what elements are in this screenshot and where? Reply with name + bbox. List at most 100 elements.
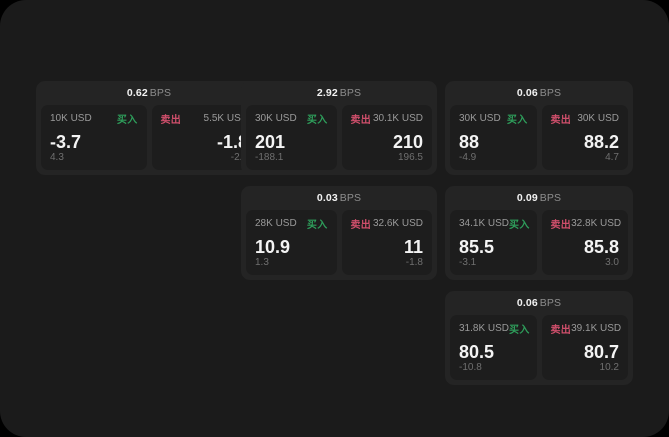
quote-card[interactable]: 0.62 BPS 10K USD 买入 -3.7 4.3 卖出 5.5K USD -1.8 -2.…: [36, 81, 262, 175]
sell-price: 88.2: [583, 132, 619, 152]
sell-panel-header: 卖出 32.8K USD: [550, 217, 622, 231]
sell-tag: 卖出: [350, 220, 372, 231]
bps-unit-label: BPS: [539, 297, 562, 309]
buy-price: 201: [255, 132, 286, 152]
sell-price: 210: [392, 132, 423, 152]
quote-card[interactable]: 0.09 BPS 34.1K USD 买入 85.5 -3.1 卖出 32.8K USD 85.…: [445, 186, 633, 280]
sell-panel[interactable]: 卖出 30.1K USD 210 196.5: [341, 105, 432, 170]
buy-price: 10.9: [255, 237, 291, 257]
bps-unit-label: BPS: [149, 87, 172, 99]
bps-value: 0.62: [126, 87, 148, 99]
card-header: 0.03 BPS: [241, 186, 437, 210]
buy-delta: 4.3: [50, 152, 64, 163]
card-body: 30K USD 买入 201 -188.1 卖出 30.1K USD 210 196.5: [246, 105, 432, 170]
bps-unit-label: BPS: [339, 87, 362, 99]
buy-price: 80.5: [459, 342, 495, 362]
buy-price: -3.7: [50, 132, 82, 152]
card-header: 2.92 BPS: [241, 81, 437, 105]
card-header: 0.06 BPS: [445, 81, 633, 105]
sell-price: 80.7: [583, 342, 619, 362]
buy-tag: 买入: [506, 115, 528, 126]
bps-unit-label: BPS: [339, 192, 362, 204]
quote-card[interactable]: 0.03 BPS 28K USD 买入 10.9 1.3 卖出 32.6K USD 11 -1.8: [241, 186, 437, 280]
buy-delta: -10.8: [459, 362, 482, 373]
sell-tag: 卖出: [550, 220, 572, 231]
bps-value: 2.92: [316, 87, 338, 99]
buy-panel[interactable]: 10K USD 买入 -3.7 4.3: [41, 105, 147, 170]
bps-unit-label: BPS: [539, 192, 562, 204]
buy-price: 88: [459, 132, 480, 152]
buy-delta: -4.9: [459, 152, 477, 163]
buy-size-label: 31.8K USD: [459, 323, 510, 334]
buy-panel-header: 31.8K USD 买入: [459, 322, 530, 336]
sell-price: -1.8: [216, 132, 248, 152]
buy-panel[interactable]: 31.8K USD 买入 80.5 -10.8: [450, 315, 537, 380]
sell-panel-header: 卖出 30.1K USD: [350, 112, 424, 126]
sell-size-label: 32.8K USD: [571, 218, 622, 229]
buy-delta: -188.1: [255, 152, 284, 163]
sell-panel[interactable]: 卖出 32.6K USD 11 -1.8: [341, 210, 432, 275]
buy-tag: 买入: [306, 220, 328, 231]
sell-panel-header: 卖出 30K USD: [550, 112, 620, 126]
sell-panel-header: 卖出 32.6K USD: [350, 217, 424, 231]
sell-delta: -2.6: [230, 152, 248, 163]
buy-panel[interactable]: 30K USD 买入 88 -4.9: [450, 105, 537, 170]
sell-price: 11: [403, 237, 423, 257]
buy-panel[interactable]: 30K USD 买入 201 -188.1: [246, 105, 337, 170]
sell-panel[interactable]: 卖出 30K USD 88.2 4.7: [541, 105, 628, 170]
bps-unit-label: BPS: [539, 87, 562, 99]
sell-tag: 卖出: [550, 325, 572, 336]
sell-size-label: 32.6K USD: [372, 218, 423, 229]
quote-card[interactable]: 0.06 BPS 30K USD 买入 88 -4.9 卖出 30K USD 88.2 4.7: [445, 81, 633, 175]
card-header: 0.06 BPS: [445, 291, 633, 315]
buy-panel[interactable]: 28K USD 买入 10.9 1.3: [246, 210, 337, 275]
buy-delta: -3.1: [459, 257, 477, 268]
card-body: 10K USD 买入 -3.7 4.3 卖出 5.5K USD -1.8 -2.6: [41, 105, 257, 170]
bps-value: 0.03: [316, 192, 338, 204]
sell-price: 85.8: [583, 237, 619, 257]
sell-tag: 卖出: [350, 115, 372, 126]
sell-panel[interactable]: 卖出 39.1K USD 80.7 10.2: [541, 315, 628, 380]
sell-size-label: 30K USD: [577, 113, 619, 124]
card-body: 34.1K USD 买入 85.5 -3.1 卖出 32.8K USD 85.8 3.0: [450, 210, 628, 275]
card-header: 0.62 BPS: [36, 81, 262, 105]
sell-panel-header: 卖出 39.1K USD: [550, 322, 622, 336]
sell-size-label: 30.1K USD: [372, 113, 423, 124]
buy-tag: 买入: [509, 325, 530, 336]
sell-size-label: 5.5K USD: [203, 113, 248, 124]
card-body: 30K USD 买入 88 -4.9 卖出 30K USD 88.2 4.7: [450, 105, 628, 170]
buy-panel-header: 34.1K USD 买入: [459, 217, 529, 231]
quote-card[interactable]: 2.92 BPS 30K USD 买入 201 -188.1 卖出 30.1K USD 210 1…: [241, 81, 437, 175]
card-body: 31.8K USD 买入 80.5 -10.8 卖出 39.1K USD 80.7 10.2: [450, 315, 628, 380]
buy-panel-header: 28K USD 买入: [255, 217, 328, 231]
sell-tag: 卖出: [550, 115, 572, 126]
card-header: 0.09 BPS: [445, 186, 633, 210]
buy-size-label: 28K USD: [255, 218, 297, 229]
quote-card[interactable]: 0.06 BPS 31.8K USD 买入 80.5 -10.8 卖出 39.1K USD 80…: [445, 291, 633, 385]
sell-tag: 卖出: [160, 115, 182, 126]
bps-value: 0.06: [516, 297, 538, 309]
buy-price: 85.5: [459, 237, 495, 257]
buy-size-label: 10K USD: [50, 113, 92, 124]
bps-value: 0.06: [516, 87, 538, 99]
buy-size-label: 30K USD: [255, 113, 297, 124]
buy-panel[interactable]: 34.1K USD 买入 85.5 -3.1: [450, 210, 537, 275]
sell-panel[interactable]: 卖出 32.8K USD 85.8 3.0: [541, 210, 628, 275]
buy-panel-header: 30K USD 买入: [255, 112, 328, 126]
sell-delta: 4.7: [605, 152, 619, 163]
sell-delta: 196.5: [397, 152, 423, 163]
sell-panel-header: 卖出 5.5K USD: [160, 112, 249, 126]
buy-size-label: 34.1K USD: [459, 218, 510, 229]
sell-delta: 3.0: [605, 257, 619, 268]
bps-value: 0.09: [516, 192, 538, 204]
buy-delta: 1.3: [255, 257, 269, 268]
buy-panel-header: 10K USD 买入: [50, 112, 138, 126]
sell-panel[interactable]: 卖出 5.5K USD -1.8 -2.6: [151, 105, 257, 170]
buy-panel-header: 30K USD 买入: [459, 112, 528, 126]
sell-size-label: 39.1K USD: [571, 323, 622, 334]
buy-size-label: 30K USD: [459, 113, 501, 124]
sell-delta: 10.2: [599, 362, 619, 373]
card-body: 28K USD 买入 10.9 1.3 卖出 32.6K USD 11 -1.8: [246, 210, 432, 275]
